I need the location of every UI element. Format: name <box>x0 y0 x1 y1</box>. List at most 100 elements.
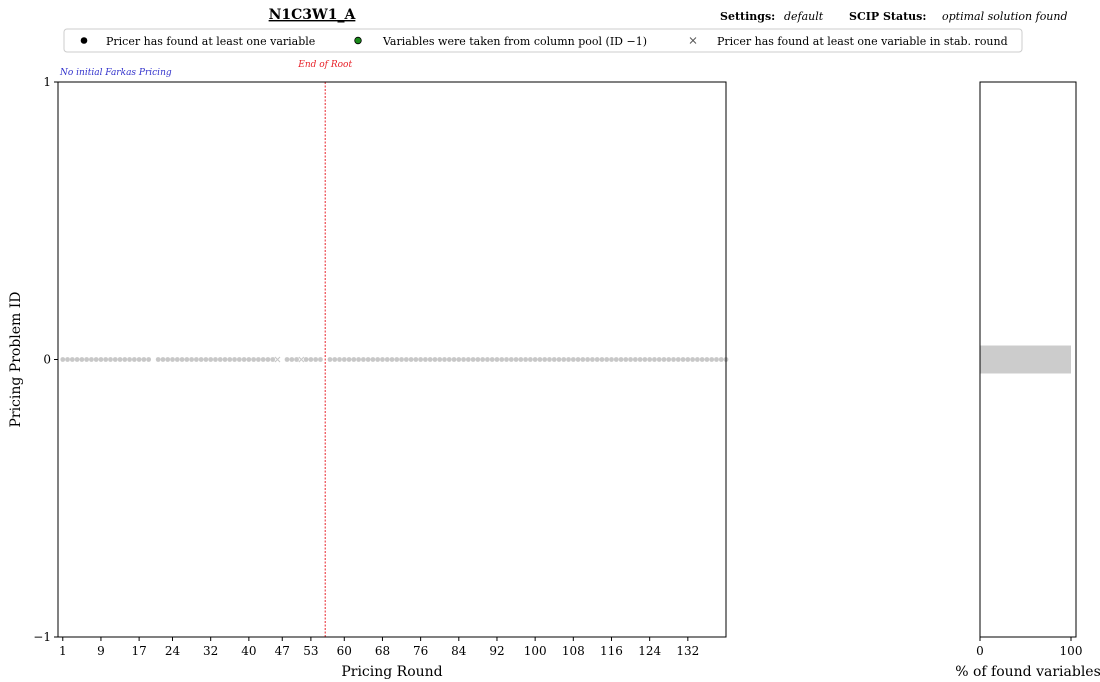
pricing-point <box>470 357 476 362</box>
pricing-point <box>136 357 142 362</box>
x-tick-label: 132 <box>676 644 699 658</box>
legend-marker-column-pool <box>354 36 362 45</box>
pricing-point <box>680 357 686 362</box>
pricing-point <box>642 357 648 362</box>
pricing-point <box>637 357 643 362</box>
pricing-point <box>251 357 257 362</box>
pricing-point <box>413 357 419 362</box>
stab-round-point <box>298 356 305 363</box>
pricing-point <box>227 357 233 362</box>
pricing-point <box>203 357 209 362</box>
pricing-point <box>69 357 75 362</box>
pricing-point <box>570 357 576 362</box>
pricing-point <box>547 357 552 362</box>
side-x-tick-label: 100 <box>1060 644 1083 658</box>
pricing-point <box>718 357 724 362</box>
pricing-point <box>313 357 319 362</box>
pricing-point <box>714 357 719 362</box>
legend-frame <box>63 28 1023 53</box>
pricing-point <box>575 357 581 362</box>
pricing-point <box>74 357 80 362</box>
pricing-point <box>499 357 505 362</box>
pricing-point <box>485 357 490 362</box>
pricing-point <box>475 357 481 362</box>
pricing-point <box>318 357 323 362</box>
pricing-point <box>613 357 619 362</box>
pricing-point <box>666 357 672 362</box>
pricing-point <box>480 357 486 362</box>
pricing-point <box>551 357 557 362</box>
pricing-point <box>618 357 624 362</box>
pricing-point <box>146 357 152 362</box>
x-tick-label: 116 <box>600 644 623 658</box>
pricing-point <box>394 357 400 362</box>
pricing-point <box>656 357 662 362</box>
pricing-point <box>232 357 237 362</box>
pricing-point <box>418 357 424 362</box>
pricing-point <box>332 357 338 362</box>
y-tick-label: 0 <box>43 353 51 367</box>
x-tick-label: 84 <box>451 644 467 658</box>
legend-marker-stab-round <box>689 37 697 44</box>
pricing-point <box>561 357 567 362</box>
pricing-point <box>346 357 352 362</box>
x-tick-label: 92 <box>489 644 504 658</box>
end-of-root-label: End of Root <box>297 60 352 70</box>
pricing-point <box>442 357 447 362</box>
pricing-point <box>437 357 443 362</box>
pricing-point <box>108 357 113 362</box>
pricing-point <box>193 357 199 362</box>
status-value: optimal solution found <box>942 10 1068 23</box>
pricing-point <box>461 357 466 362</box>
pricing-point <box>241 357 247 362</box>
status-label: SCIP Status: <box>849 10 926 23</box>
main-x-ticks: 1 9 17 24 32 40 47 53 60 68 76 84 92 100 108 116 124 132 <box>59 637 699 658</box>
pricing-point <box>179 357 185 362</box>
pricing-point <box>508 357 514 362</box>
pricing-point <box>690 357 695 362</box>
chart-title: N1C3W1_A <box>269 7 357 23</box>
pricing-point <box>389 357 395 362</box>
pricing-point <box>184 357 190 362</box>
pricing-point <box>671 357 676 362</box>
pricing-point <box>141 357 147 362</box>
pricing-point <box>566 357 571 362</box>
pricing-point <box>89 357 94 362</box>
pricing-point <box>127 357 132 362</box>
x-tick-label: 9 <box>97 644 105 658</box>
pricing-point <box>556 357 562 362</box>
pricing-point <box>647 357 653 362</box>
pricing-point <box>384 357 390 362</box>
pricing-point <box>594 357 600 362</box>
main-x-axis-label: Pricing Round <box>341 664 442 680</box>
pricing-point <box>189 357 195 362</box>
side-x-ticks: 0 100 <box>976 637 1082 658</box>
pricing-point <box>694 357 700 362</box>
pricing-point <box>365 357 371 362</box>
pricing-point <box>337 357 342 362</box>
pricing-point <box>675 357 681 362</box>
legend: Pricer has found at least one variable V… <box>63 28 1023 53</box>
pricing-point <box>494 357 500 362</box>
pricing-point <box>236 357 242 362</box>
x-tick-label: 24 <box>165 644 181 658</box>
pricing-point <box>423 357 428 362</box>
pricing-point <box>303 357 309 362</box>
pricing-point <box>446 357 452 362</box>
pricing-point <box>98 357 104 362</box>
pricing-point <box>532 357 538 362</box>
pricing-point <box>208 357 214 362</box>
pricing-point <box>260 357 266 362</box>
y-tick-label: −1 <box>33 630 51 644</box>
pricing-point <box>246 357 252 362</box>
pricing-point <box>527 357 533 362</box>
pricing-point <box>403 357 409 362</box>
pricing-point <box>308 357 314 362</box>
pricing-point <box>408 357 414 362</box>
legend-label-pricer: Pricer has found at least one variable <box>106 35 315 48</box>
side-plot-frame <box>979 81 1077 638</box>
y-tick-label: 1 <box>43 75 51 89</box>
pricing-point <box>451 357 457 362</box>
pricing-point <box>79 357 85 362</box>
pricing-point <box>341 357 347 362</box>
